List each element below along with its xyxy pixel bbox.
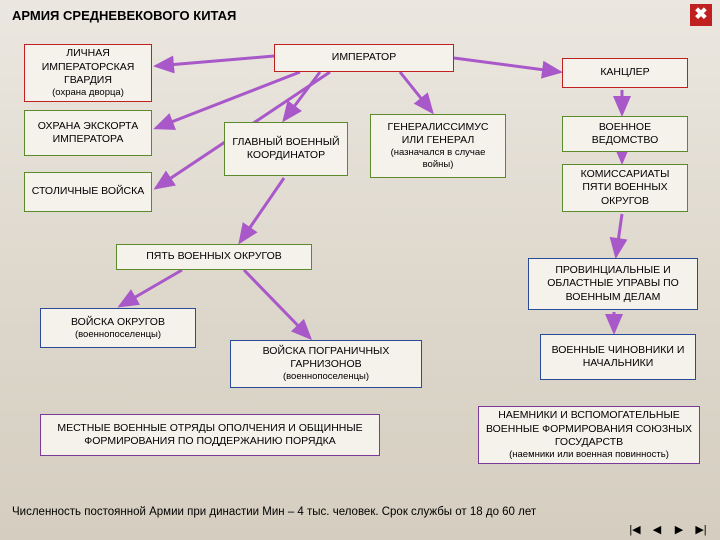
box-merc: НАЕМНИКИ И ВСПОМОГАТЕЛЬНЫЕ ВОЕННЫЕ ФОРМИ… — [478, 406, 700, 464]
box-label: ГЛАВНЫЙ ВОЕННЫЙ КООРДИНАТОР — [231, 136, 341, 162]
nav-next-icon[interactable]: ▶ — [670, 522, 688, 536]
box-chancellor: КАНЦЛЕР — [562, 58, 688, 88]
box-label: МЕСТНЫЕ ВОЕННЫЕ ОТРЯДЫ ОПОЛЧЕНИЯ И ОБЩИН… — [47, 422, 373, 448]
box-sublabel: (назначался в случае войны) — [377, 147, 499, 171]
nav-last-icon[interactable]: ▶| — [692, 522, 710, 536]
box-emperor: ИМПЕРАТОР — [274, 44, 454, 72]
box-commiss: КОМИССАРИАТЫ ПЯТИ ВОЕННЫХ ОКРУГОВ — [562, 164, 688, 212]
box-label: КОМИССАРИАТЫ ПЯТИ ВОЕННЫХ ОКРУГОВ — [569, 168, 681, 207]
box-label: ВОЙСКА ОКРУГОВ — [71, 316, 165, 329]
box-label: КАНЦЛЕР — [600, 66, 649, 79]
box-sublabel: (военнопоселенцы) — [75, 329, 161, 341]
box-district: ВОЙСКА ОКРУГОВ(военнопоселенцы) — [40, 308, 196, 348]
box-local: МЕСТНЫЕ ВОЕННЫЕ ОТРЯДЫ ОПОЛЧЕНИЯ И ОБЩИН… — [40, 414, 380, 456]
box-officials: ВОЕННЫЕ ЧИНОВНИКИ И НАЧАЛЬНИКИ — [540, 334, 696, 380]
box-sublabel: (охрана дворца) — [52, 87, 124, 99]
footer-text: Численность постоянной Армии при династи… — [12, 506, 708, 518]
box-ministry: ВОЕННОЕ ВЕДОМСТВО — [562, 116, 688, 152]
box-label: ПРОВИНЦИАЛЬНЫЕ И ОБЛАСТНЫЕ УПРАВЫ ПО ВОЕ… — [535, 264, 691, 303]
box-label: ЛИЧНАЯ ИМПЕРАТОРСКАЯ ГВАРДИЯ — [31, 47, 145, 86]
box-label: ВОЙСКА ПОГРАНИЧНЫХ ГАРНИЗОНОВ — [237, 345, 415, 371]
box-sublabel: (военнопоселенцы) — [283, 371, 369, 383]
nav-prev-icon[interactable]: ◀ — [648, 522, 666, 536]
nav-controls: |◀ ◀ ▶ ▶| — [626, 522, 710, 536]
box-label: НАЕМНИКИ И ВСПОМОГАТЕЛЬНЫЕ ВОЕННЫЕ ФОРМИ… — [485, 409, 693, 448]
box-label: СТОЛИЧНЫЕ ВОЙСКА — [32, 185, 145, 198]
box-guard: ЛИЧНАЯ ИМПЕРАТОРСКАЯ ГВАРДИЯ(охрана двор… — [24, 44, 152, 102]
box-five: ПЯТЬ ВОЕННЫХ ОКРУГОВ — [116, 244, 312, 270]
box-capital: СТОЛИЧНЫЕ ВОЙСКА — [24, 172, 152, 212]
box-label: ВОЕННЫЕ ЧИНОВНИКИ И НАЧАЛЬНИКИ — [547, 344, 689, 370]
close-icon[interactable]: ✖ — [690, 4, 712, 26]
box-sublabel: (наемники или военная повинность) — [509, 449, 669, 461]
box-coord: ГЛАВНЫЙ ВОЕННЫЙ КООРДИНАТОР — [224, 122, 348, 176]
nav-first-icon[interactable]: |◀ — [626, 522, 644, 536]
box-label: ВОЕННОЕ ВЕДОМСТВО — [569, 121, 681, 147]
box-label: ОХРАНА ЭКСКОРТА ИМПЕРАТОРА — [31, 120, 145, 146]
box-escort: ОХРАНА ЭКСКОРТА ИМПЕРАТОРА — [24, 110, 152, 156]
box-label: ГЕНЕРАЛИССИМУС ИЛИ ГЕНЕРАЛ — [377, 121, 499, 147]
page-title: АРМИЯ СРЕДНЕВЕКОВОГО КИТАЯ — [12, 8, 708, 23]
box-border: ВОЙСКА ПОГРАНИЧНЫХ ГАРНИЗОНОВ(военнопосе… — [230, 340, 422, 388]
box-general: ГЕНЕРАЛИССИМУС ИЛИ ГЕНЕРАЛ(назначался в … — [370, 114, 506, 178]
box-label: ПЯТЬ ВОЕННЫХ ОКРУГОВ — [146, 250, 282, 263]
box-prov: ПРОВИНЦИАЛЬНЫЕ И ОБЛАСТНЫЕ УПРАВЫ ПО ВОЕ… — [528, 258, 698, 310]
box-label: ИМПЕРАТОР — [332, 51, 396, 64]
